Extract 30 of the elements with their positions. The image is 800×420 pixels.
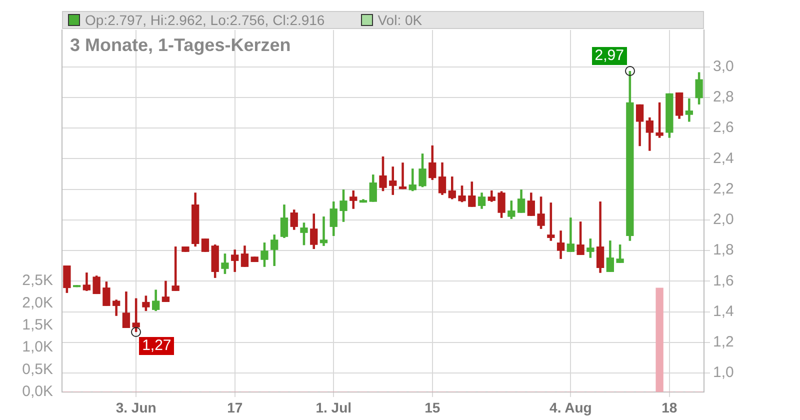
chart-title: 3 Monate, 1-Tages-Kerzen bbox=[70, 34, 291, 55]
y2-tick-label: 1,0K bbox=[22, 338, 53, 356]
y-tick-label: 2,8 bbox=[713, 88, 734, 106]
y-tick-label: 1,8 bbox=[713, 242, 734, 259]
x-tick-label: 4. Aug bbox=[550, 399, 592, 416]
y-tick-label: 2,6 bbox=[713, 119, 734, 136]
x-tick-label: 15 bbox=[424, 399, 440, 416]
annotation: 1,27 bbox=[139, 336, 174, 355]
annotation: 2,97 bbox=[592, 47, 627, 66]
y-tick-label: 1,2 bbox=[713, 334, 734, 351]
y-tick-label: 1,0 bbox=[713, 364, 734, 382]
x-tick-label: 1. Jul bbox=[316, 399, 352, 416]
y2-tick-label: 1,5K bbox=[22, 316, 53, 334]
text: Vol: 0K bbox=[378, 12, 422, 28]
y-tick-label: 2,2 bbox=[713, 180, 734, 198]
text: Op:2.797, Hi:2.962, Lo:2.756, Cl:2.916 bbox=[85, 12, 325, 28]
y2-tick-label: 2,0K bbox=[22, 294, 53, 312]
y2-tick-label: 0,0K bbox=[22, 383, 53, 400]
y-tick-label: 1,6 bbox=[713, 272, 734, 290]
y2-tick-label: 2,5K bbox=[22, 272, 53, 290]
x-tick-label: 17 bbox=[227, 399, 243, 416]
candlestick bbox=[398, 162, 407, 190]
y-tick-label: 2,0 bbox=[713, 211, 734, 228]
x-tick-label: 18 bbox=[662, 399, 678, 416]
x-tick-label: 3. Jun bbox=[116, 399, 156, 416]
y2-tick-label: 0,5K bbox=[22, 360, 53, 378]
y-tick-label: 3,0 bbox=[713, 58, 734, 75]
candlestick bbox=[320, 216, 328, 246]
y-tick-label: 2,4 bbox=[713, 150, 734, 167]
y-tick-label: 1,4 bbox=[713, 302, 734, 320]
